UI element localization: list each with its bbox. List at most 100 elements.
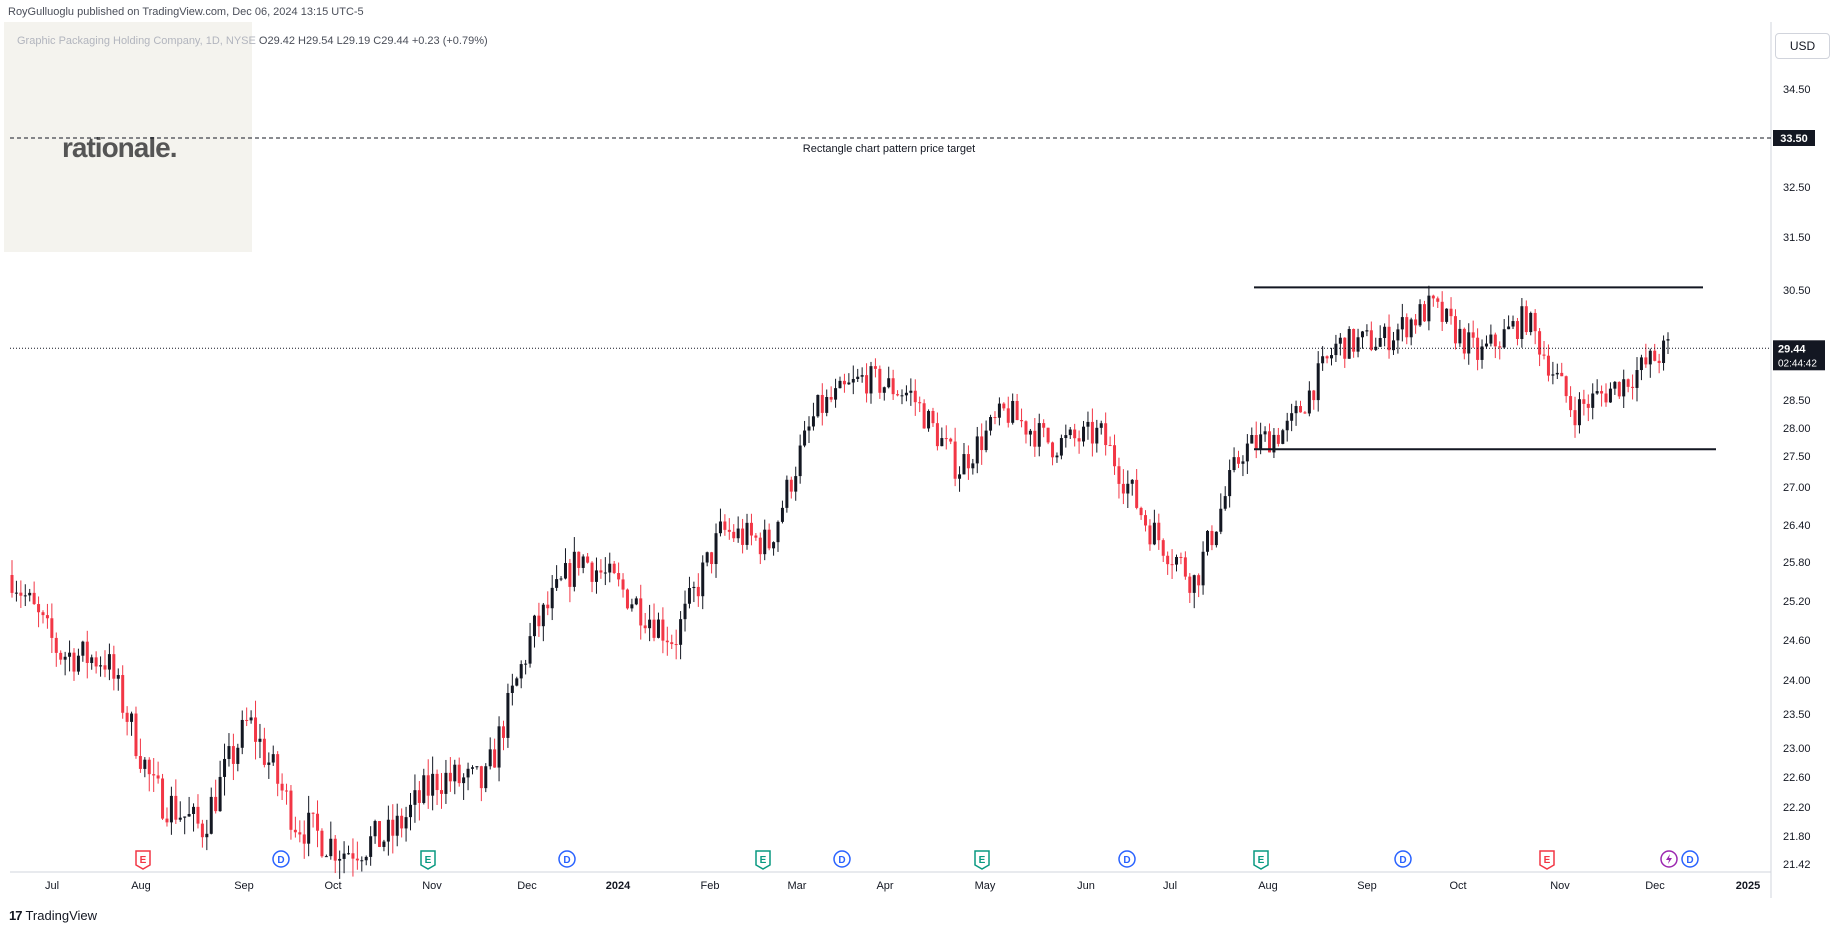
candle [90,657,94,663]
candle [236,747,240,764]
candle [723,521,727,530]
symbol-name[interactable]: Graphic Packaging Holding Company, 1D, N… [17,35,256,47]
candle [909,390,913,393]
candle [439,790,443,794]
candle [1316,363,1320,401]
candle [1564,376,1568,397]
candle [1631,386,1635,388]
y-tick-label: 23.50 [1783,709,1811,721]
candle [670,642,674,645]
candle [1648,350,1652,365]
candle [869,366,873,394]
candle [572,551,576,587]
candle [590,562,594,582]
candle [1139,507,1143,516]
x-tick-label: May [975,880,996,892]
candle [347,853,351,855]
x-tick-label: Oct [324,880,341,892]
candle [993,417,997,419]
dividend-marker-icon[interactable] [1118,850,1136,868]
candle [927,410,931,429]
x-tick-label: Nov [1550,880,1570,892]
candle [426,775,430,796]
earnings-marker-icon[interactable] [974,850,990,870]
candle [1445,308,1449,322]
candle [364,856,368,861]
candle [1352,329,1356,352]
dividend-marker-icon[interactable] [558,850,576,868]
candle [727,529,731,532]
candle [794,476,798,492]
currency-button[interactable]: USD [1775,33,1830,59]
candle [617,573,621,580]
candle [1104,423,1108,446]
x-tick-label: Dec [517,880,537,892]
x-tick-label: 2024 [606,880,631,892]
dividend-marker-icon[interactable] [272,850,290,868]
candle [54,637,58,653]
candle [776,521,780,543]
candle [865,375,869,394]
y-tick-label: 30.50 [1783,285,1811,297]
candle [1232,457,1236,471]
candle [842,380,846,385]
earnings-marker-icon[interactable] [755,850,771,870]
dividend-marker-icon[interactable] [833,850,851,868]
candle [466,768,470,778]
candle [519,664,523,679]
publisher-line: RoyGulluoglu published on TradingView.co… [8,6,364,18]
y-tick-label: 21.80 [1783,831,1811,843]
candle [1011,400,1015,423]
candle [838,380,842,389]
candle [192,806,196,814]
earnings-marker-icon[interactable] [135,850,151,870]
x-tick-label: Nov [422,880,442,892]
y-tick-label: 21.42 [1783,859,1811,871]
candle [878,368,882,393]
dividend-marker-icon[interactable] [1394,850,1412,868]
candle [798,445,802,477]
candle [749,522,753,536]
candle [1427,295,1431,322]
candle [1329,355,1333,359]
candle [497,726,501,768]
candle [856,376,860,379]
candle [28,592,32,596]
candle [1347,329,1351,359]
candle [745,522,749,545]
earnings-marker-icon[interactable] [1253,850,1269,870]
candle [1166,555,1170,565]
candle [435,773,439,791]
candle [187,813,191,817]
candle [537,615,541,627]
candle [710,552,714,565]
candle [1077,438,1081,442]
candle [683,603,687,620]
candle [1024,421,1028,435]
candle [980,436,984,451]
earnings-marker-label: E [425,855,432,866]
candle [1126,483,1130,494]
candle [1582,399,1586,404]
candle [470,767,474,769]
candle [873,366,877,369]
dividend-marker-icon[interactable] [1681,850,1699,868]
candle [1383,326,1387,339]
x-tick-label: Jun [1077,880,1095,892]
dividend-marker-label: D [563,855,570,866]
candle [732,531,736,539]
candle [692,586,696,589]
y-tick-label: 28.00 [1783,423,1811,435]
candle [1152,522,1156,545]
candle [1520,306,1524,340]
candle [971,463,975,469]
candle [882,387,886,393]
candle [409,804,413,818]
earnings-marker-icon[interactable] [420,850,436,870]
candle [541,604,545,627]
candle [1387,326,1391,351]
candle [634,598,638,605]
earnings-marker-icon[interactable] [1539,850,1555,870]
candle [413,790,417,805]
